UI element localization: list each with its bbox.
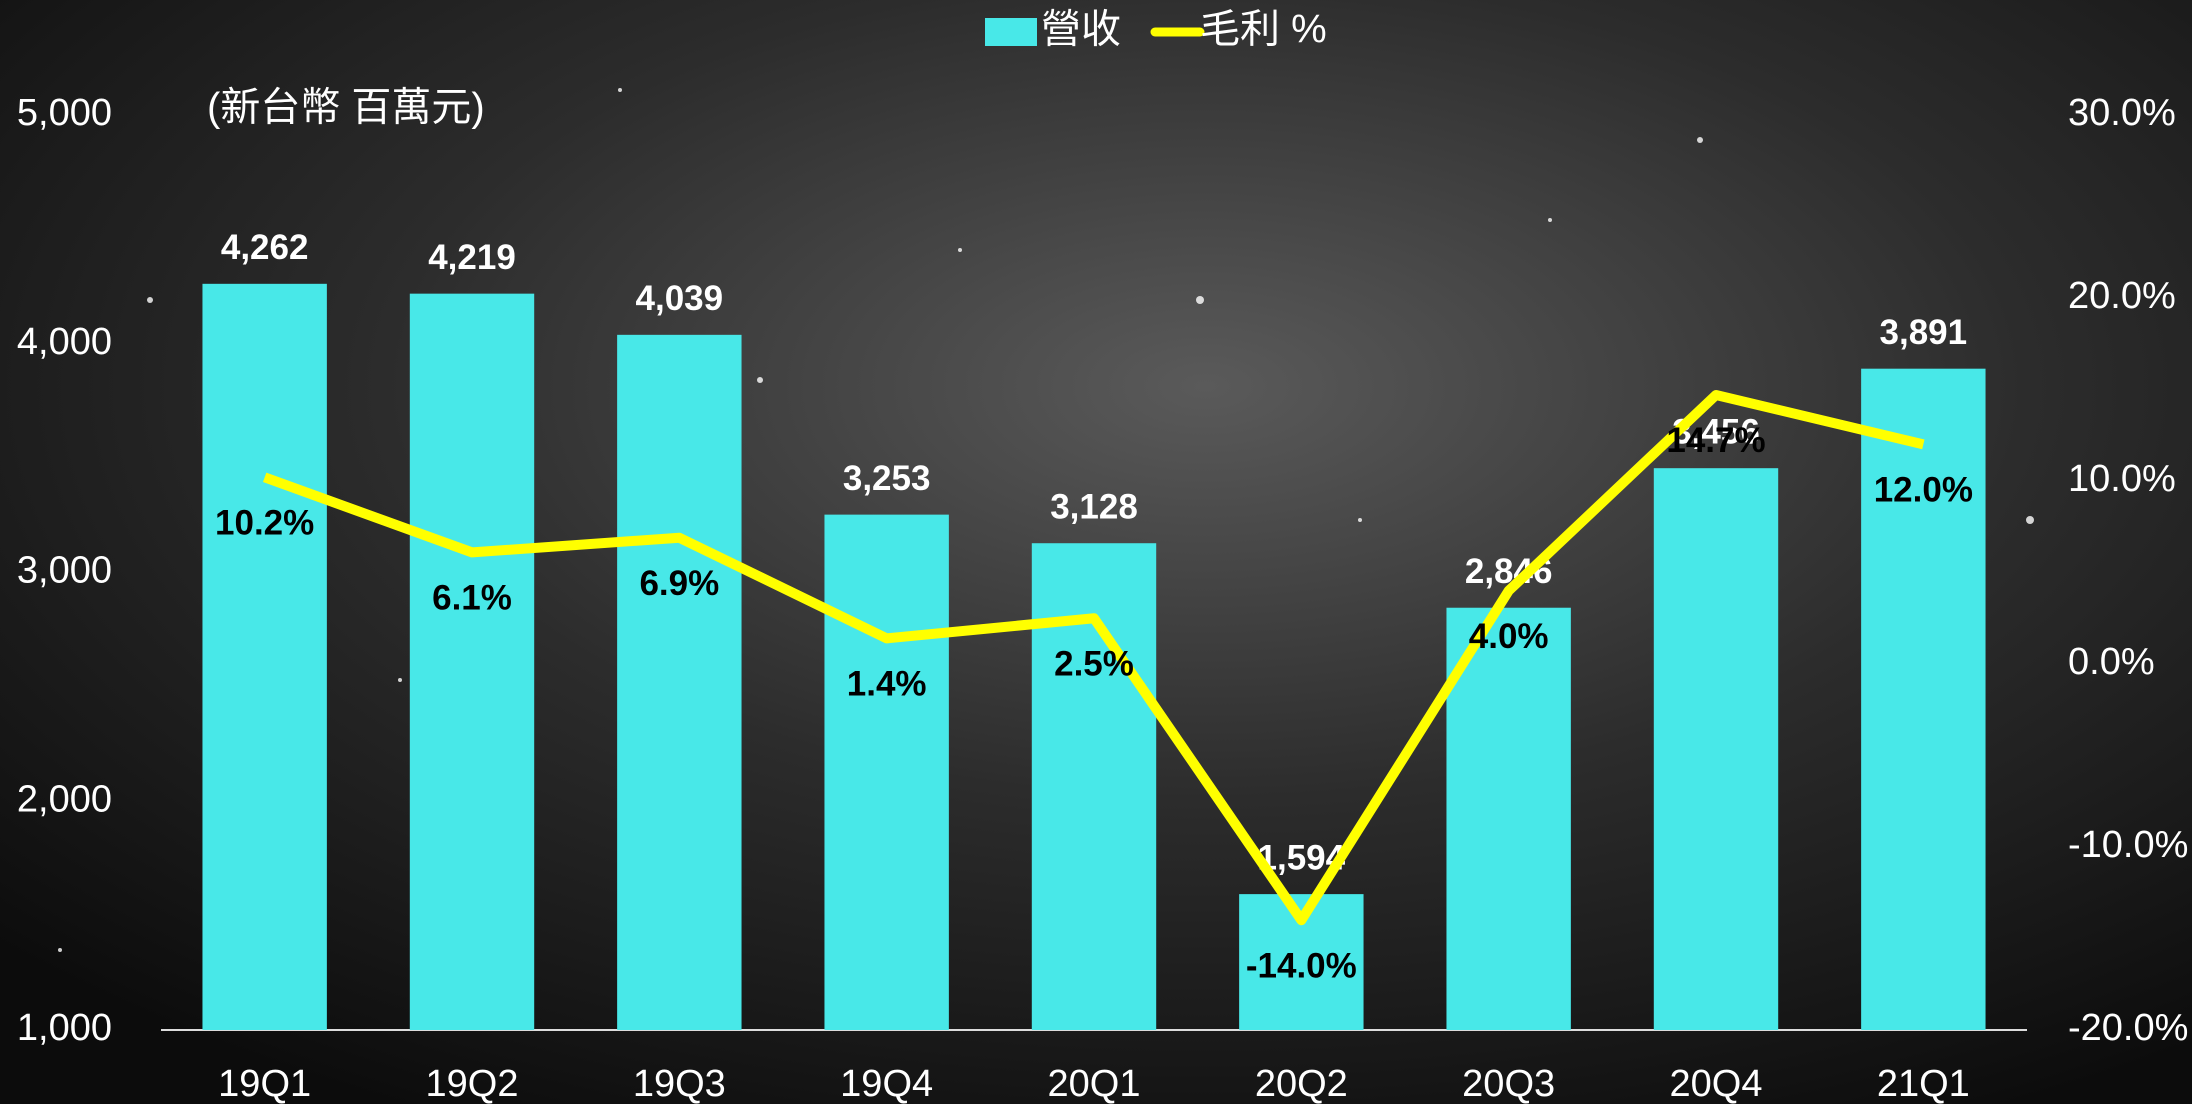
x-tick-label: 20Q4 xyxy=(1670,1063,1763,1104)
legend-label: 毛利 % xyxy=(1200,8,1327,52)
data-label: 12.0% xyxy=(1874,471,1973,510)
bar xyxy=(1861,368,1986,1031)
bar xyxy=(202,283,327,1030)
data-label: 4,039 xyxy=(636,279,724,318)
y2-tick-label: 30.0% xyxy=(2068,92,2176,134)
legend-label: 營收 xyxy=(1041,8,1121,52)
unit-label: (新台幣 百萬元) xyxy=(207,86,485,130)
data-label: 10.2% xyxy=(215,504,314,543)
data-label: 3,253 xyxy=(843,459,931,498)
y2-tick-label: -20.0% xyxy=(2068,1007,2188,1049)
data-label: 14.7% xyxy=(1666,421,1765,460)
x-tick-label: 20Q3 xyxy=(1462,1063,1555,1104)
data-label: 3,891 xyxy=(1880,313,1968,352)
data-label: 1.4% xyxy=(847,665,927,704)
x-tick-label: 20Q1 xyxy=(1048,1063,1141,1104)
y2-tick-label: 0.0% xyxy=(2068,641,2155,683)
x-tick-label: 19Q2 xyxy=(426,1063,519,1104)
data-label: 4.0% xyxy=(1469,617,1549,656)
bar xyxy=(824,514,949,1030)
y2-tick-label: -10.0% xyxy=(2068,824,2188,866)
x-tick-label: 20Q2 xyxy=(1255,1063,1348,1104)
x-tick-label: 19Q1 xyxy=(218,1063,311,1104)
data-label: 4,262 xyxy=(221,228,309,267)
y2-tick-label: 10.0% xyxy=(2068,458,2176,500)
y-tick-label: 1,000 xyxy=(17,1007,112,1049)
y-tick-label: 4,000 xyxy=(17,321,112,363)
x-tick-label: 19Q4 xyxy=(840,1063,933,1104)
bar xyxy=(1446,607,1571,1030)
data-label: -14.0% xyxy=(1246,946,1357,985)
legend-swatch xyxy=(985,18,1037,46)
data-label: 3,128 xyxy=(1050,487,1138,526)
y-tick-label: 2,000 xyxy=(17,778,112,820)
line xyxy=(262,389,1925,926)
data-label: 4,219 xyxy=(428,238,516,277)
y2-tick-label: 20.0% xyxy=(2068,275,2176,317)
y-tick-label: 3,000 xyxy=(17,550,112,592)
bar xyxy=(409,293,535,1030)
x-tick-label: 21Q1 xyxy=(1877,1063,1970,1104)
data-label: 2.5% xyxy=(1054,645,1134,684)
bar xyxy=(617,334,742,1030)
y-tick-label: 5,000 xyxy=(17,92,112,134)
data-label: 6.1% xyxy=(432,579,512,618)
x-tick-label: 19Q3 xyxy=(633,1063,726,1104)
data-label: 6.9% xyxy=(639,564,719,603)
bar xyxy=(1653,468,1779,1030)
